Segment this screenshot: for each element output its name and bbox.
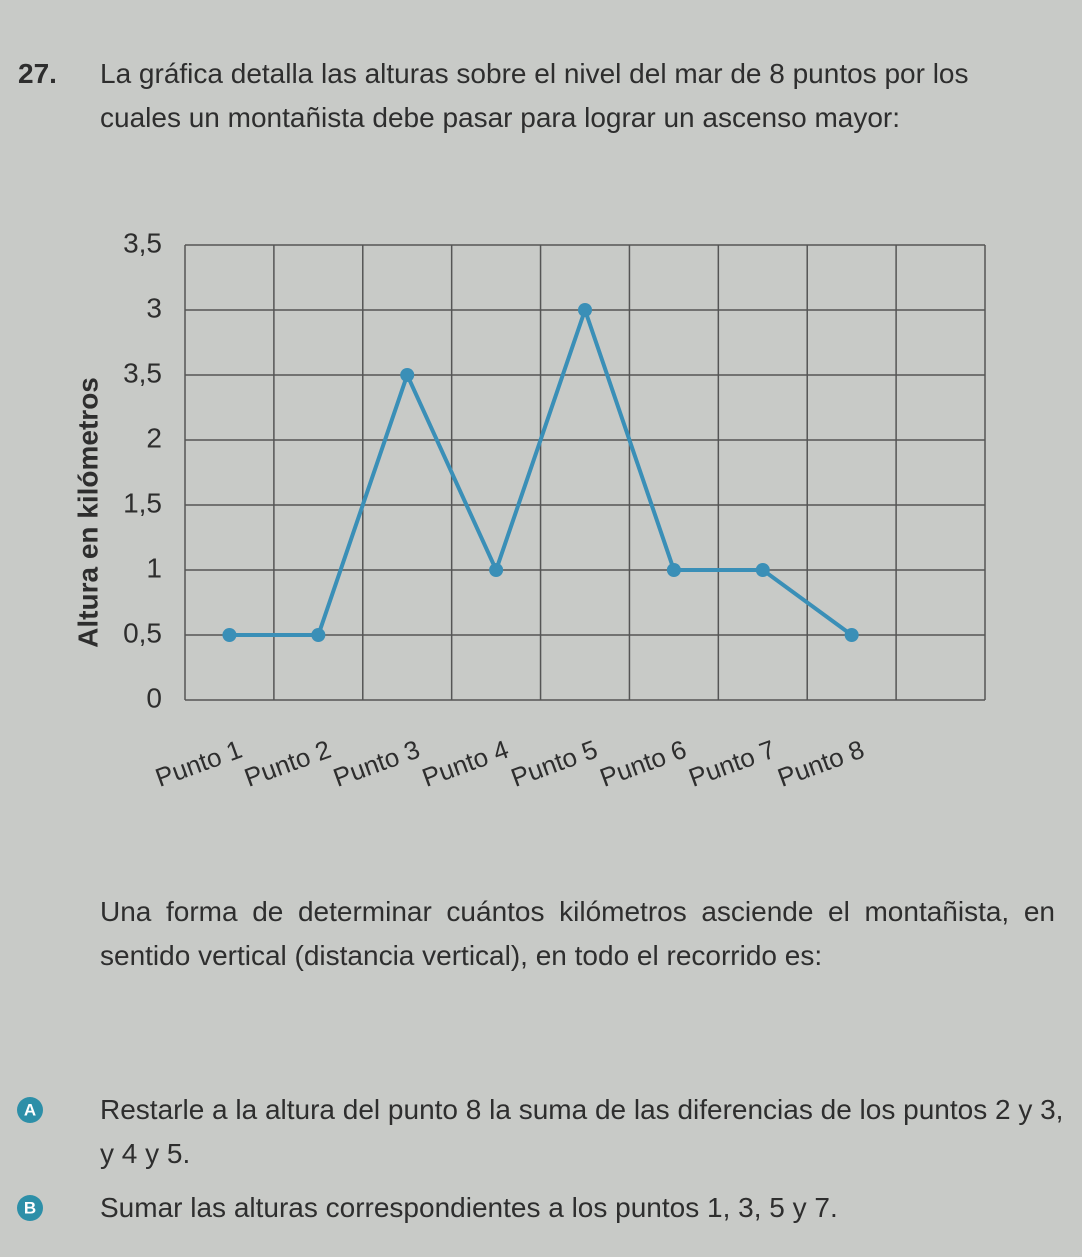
point <box>222 628 237 642</box>
option-badge <box>17 1097 43 1123</box>
point <box>489 563 504 577</box>
x-tick-label: Punto 8 <box>774 734 868 793</box>
x-tick-label: Punto 4 <box>418 734 512 793</box>
x-tick-label: Punto 2 <box>240 734 334 793</box>
point <box>755 563 770 577</box>
y-tick-label: 3,5 <box>123 227 162 258</box>
option-letter: B <box>24 1198 36 1217</box>
y-tick-label: 0,5 <box>123 617 162 648</box>
y-tick-label: 3 <box>146 292 162 323</box>
point <box>400 368 415 382</box>
x-tick-label: Punto 6 <box>596 734 690 793</box>
point <box>666 563 681 577</box>
point <box>311 628 326 642</box>
question-text: La gráfica detalla las alturas sobre el … <box>100 58 969 133</box>
y-tick-label: 2 <box>146 422 162 453</box>
point <box>844 628 859 642</box>
x-tick-label: Punto 7 <box>685 734 779 793</box>
x-tick-label: Punto 1 <box>151 734 245 793</box>
x-tick-label: Punto 3 <box>329 734 423 793</box>
y-tick-label: 0 <box>146 682 162 713</box>
option-a-text: Restarle a la altura del punto 8 la suma… <box>100 1094 1064 1169</box>
y-tick-label: 1,5 <box>123 487 162 518</box>
y-tick-label: 1 <box>146 552 162 583</box>
y-tick-label: 3,5 <box>123 357 162 388</box>
option-badge <box>17 1195 43 1221</box>
prompt: Una forma de determinar cuántos kilómetr… <box>100 896 1055 971</box>
point <box>578 303 592 317</box>
question-number: 27. <box>18 58 57 89</box>
y-axis-label: Altura en kilómetros <box>72 377 103 648</box>
x-tick-label: Punto 5 <box>507 734 601 793</box>
option-b-text: Sumar las alturas correspondientes a los… <box>100 1192 838 1223</box>
option-letter: A <box>24 1100 36 1119</box>
line <box>229 303 853 637</box>
